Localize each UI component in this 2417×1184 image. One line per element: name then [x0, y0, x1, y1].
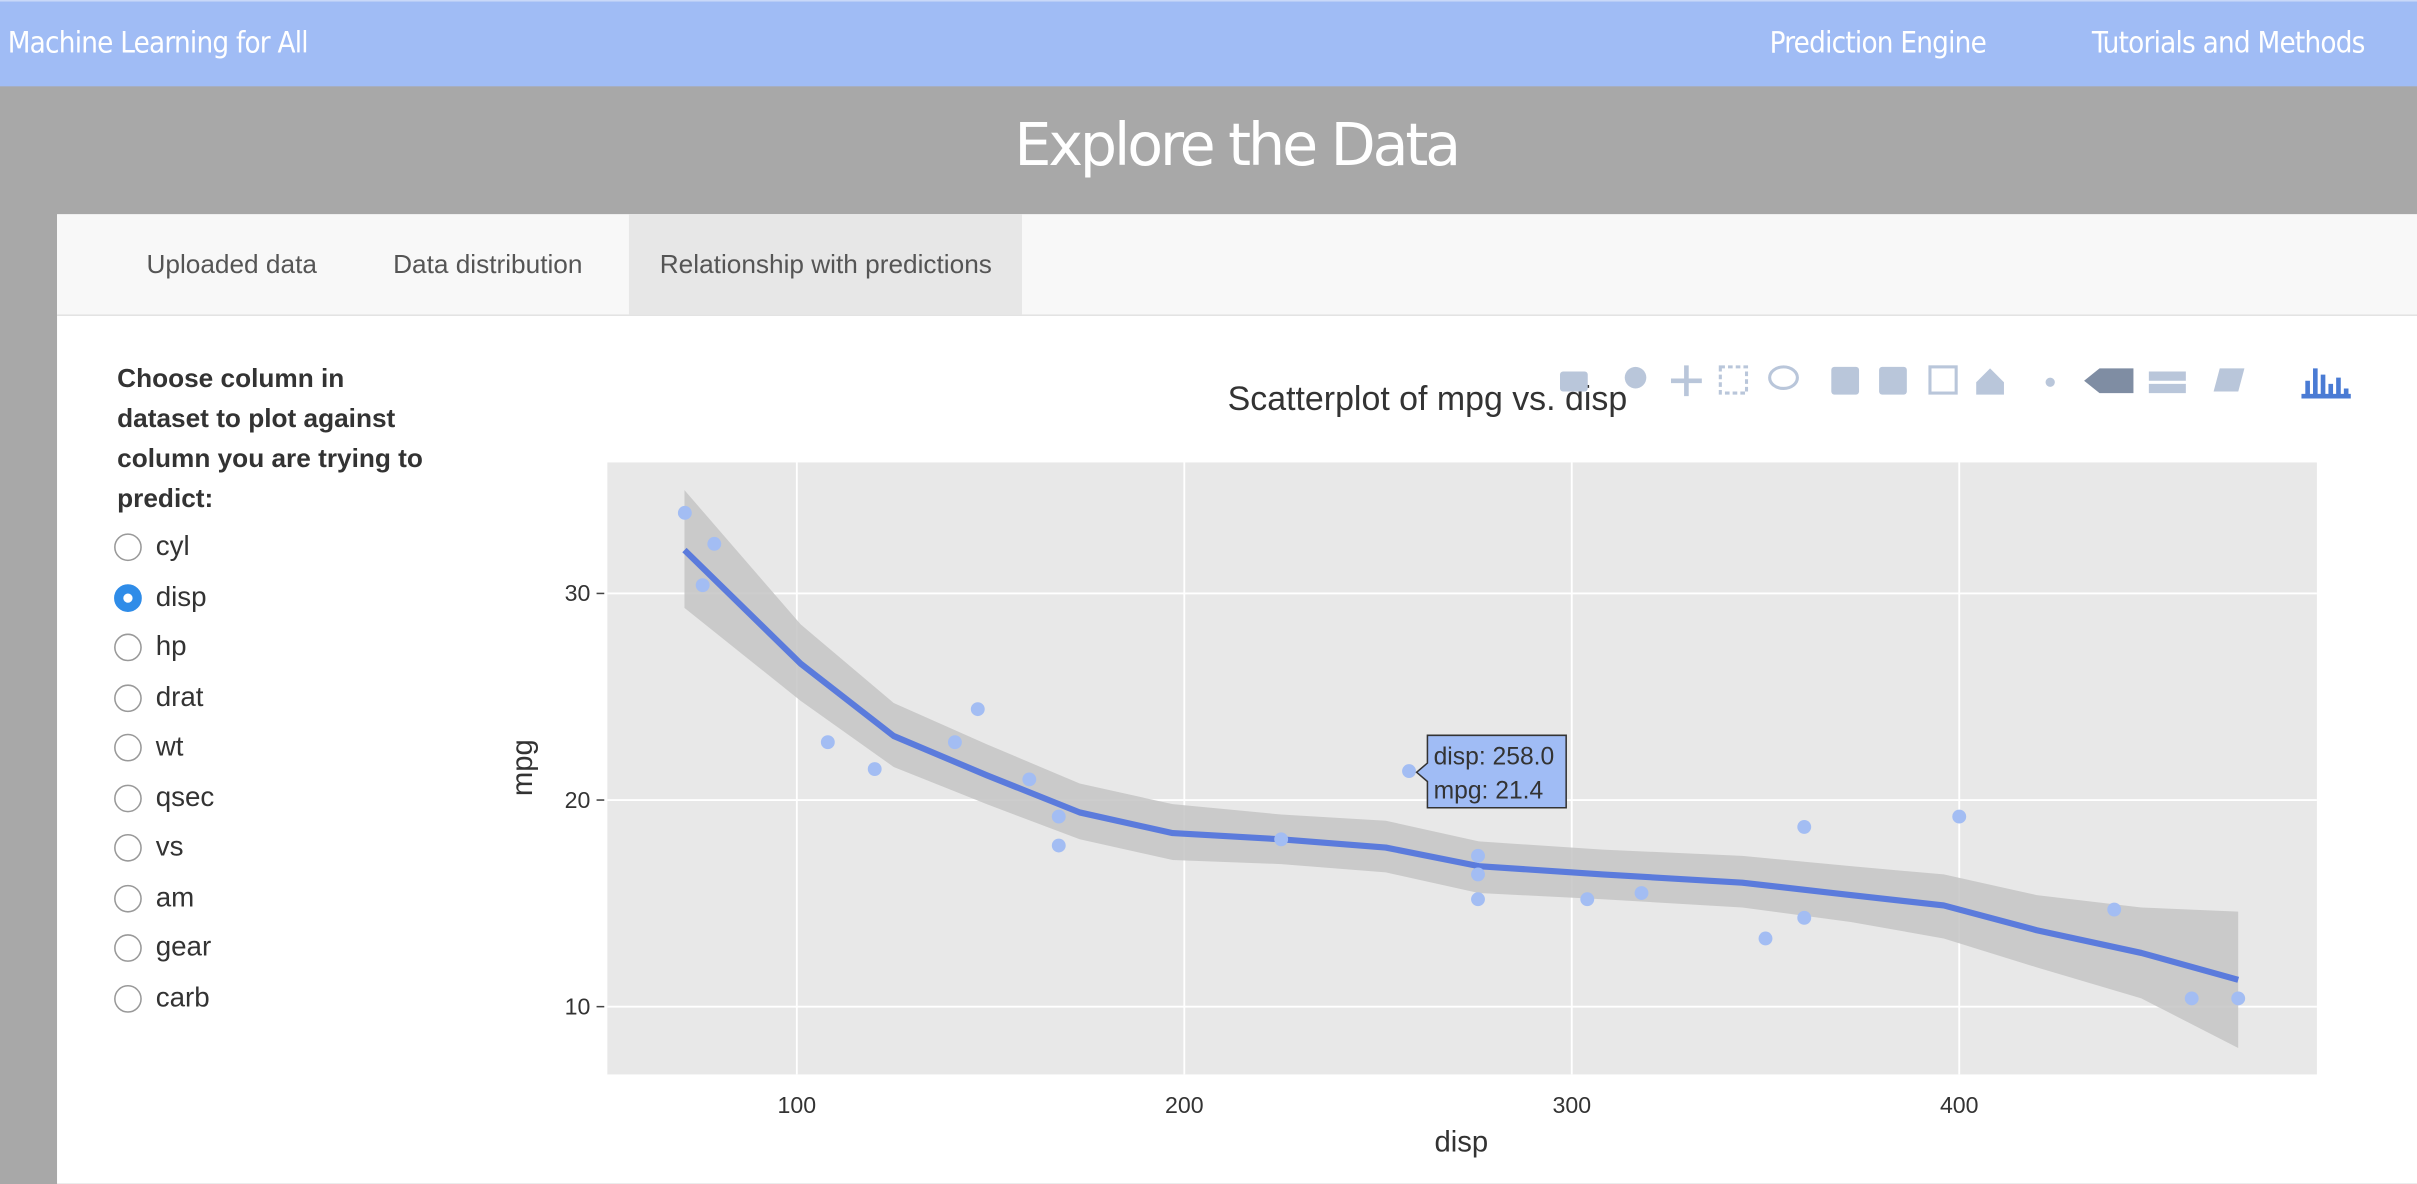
x-axis-label: disp	[1434, 1126, 1488, 1159]
box-select-icon[interactable]	[1718, 365, 1749, 395]
radio-label: carb	[155, 981, 210, 1012]
x-tick-label: 200	[1165, 1092, 1204, 1118]
brand[interactable]: Machine Learning for All	[7, 26, 309, 61]
modebar	[1559, 365, 2351, 399]
radio-label: qsec	[155, 780, 215, 812]
lasso-icon[interactable]	[1768, 365, 1799, 390]
data-point	[707, 536, 722, 551]
data-point	[1580, 892, 1595, 907]
data-point	[1797, 910, 1812, 925]
radio-label: gear	[155, 931, 212, 962]
data-point	[1274, 832, 1289, 847]
autoscale-icon[interactable]	[1928, 365, 1958, 395]
data-point	[695, 578, 710, 593]
data-point	[1471, 867, 1485, 882]
navbar: Machine Learning for All Prediction Engi…	[0, 0, 2417, 87]
confidence-band	[684, 490, 2239, 1048]
data-point	[1471, 892, 1485, 907]
radio-button[interactable]	[114, 733, 142, 762]
y-tick-label: 30	[565, 580, 591, 606]
radio-button[interactable]	[114, 683, 142, 712]
data-point	[2231, 991, 2246, 1006]
spike-icon[interactable]	[2045, 377, 2055, 387]
radio-button[interactable]	[114, 583, 142, 612]
radio-button[interactable]	[114, 934, 142, 962]
nav-link[interactable]: Prediction Engine	[1769, 26, 1987, 61]
data-point	[867, 762, 882, 776]
hover-compare-icon[interactable]	[2148, 371, 2186, 394]
camera-icon[interactable]	[1559, 371, 1588, 392]
data-point	[970, 702, 985, 717]
data-point	[1402, 764, 1416, 779]
data-point	[1797, 819, 1812, 834]
data-point	[1051, 809, 1066, 824]
data-point	[820, 735, 835, 750]
radio-label: cyl	[155, 530, 190, 562]
data-point	[1634, 886, 1649, 900]
radio-label: drat	[155, 680, 204, 712]
radio-label: disp	[155, 580, 207, 612]
x-tick-label: 400	[1940, 1092, 1979, 1118]
radio-button[interactable]	[114, 533, 142, 562]
zoom-icon[interactable]	[1624, 366, 1647, 389]
tooltip-text: mpg: 21.4	[1434, 777, 1544, 804]
tab-bar: Uploaded data Data distribution Relationsh…	[57, 214, 2417, 317]
tab[interactable]: Data distribution	[393, 249, 583, 280]
page-title: Explore the Data	[1014, 110, 1461, 179]
y-axis-label: mpg	[506, 739, 539, 796]
zoom-in-icon[interactable]	[1831, 366, 1860, 395]
radio-button[interactable]	[114, 884, 142, 912]
radio-label: vs	[155, 830, 184, 862]
radio-label: wt	[155, 730, 184, 762]
data-point	[1758, 931, 1773, 946]
reset-icon[interactable]	[1976, 368, 2004, 395]
nav-link[interactable]: Tutorials and Methods	[2091, 26, 2366, 61]
x-tick-label: 100	[778, 1092, 817, 1118]
sidebar-label: Choose column in dataset to plot against…	[117, 363, 423, 514]
radio-label: am	[155, 880, 195, 912]
radio-label: hp	[155, 630, 187, 662]
y-tick-label: 20	[565, 787, 591, 813]
pan-icon[interactable]	[1670, 365, 1702, 397]
data-point	[947, 735, 962, 750]
radio-button[interactable]	[114, 833, 142, 862]
tab[interactable]: Relationship with predictions	[628, 214, 1023, 315]
data-point	[1022, 772, 1037, 787]
data-point	[1051, 838, 1066, 853]
radio-button[interactable]	[114, 783, 142, 812]
tooltip-text: disp: 258.0	[1434, 744, 1555, 771]
editor-icon[interactable]	[2213, 368, 2245, 392]
data-point	[677, 505, 692, 520]
radio-button[interactable]	[114, 633, 142, 662]
data-point	[1471, 848, 1485, 863]
data-point	[2184, 991, 2199, 1006]
radio-button[interactable]	[114, 984, 142, 1012]
hover-tooltip: disp: 258.0 mpg: 21.4	[1415, 734, 1567, 809]
smooth-line	[682, 547, 2240, 983]
hover-closest-icon[interactable]	[2084, 368, 2134, 394]
y-tick-label: 10	[565, 993, 591, 1019]
plotly-logo[interactable]	[2301, 368, 2351, 399]
tooltip-box	[1415, 734, 1567, 809]
tab[interactable]: Uploaded data	[146, 249, 317, 280]
zoom-out-icon[interactable]	[1879, 366, 1907, 395]
data-point	[1952, 809, 1967, 824]
data-point	[2107, 902, 2122, 917]
x-tick-label: 300	[1552, 1092, 1591, 1118]
